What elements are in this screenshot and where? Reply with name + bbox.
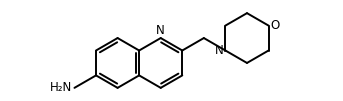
Text: H₂N: H₂N [50, 81, 72, 94]
Text: N: N [215, 44, 223, 57]
Text: N: N [156, 24, 165, 37]
Text: O: O [271, 19, 280, 32]
